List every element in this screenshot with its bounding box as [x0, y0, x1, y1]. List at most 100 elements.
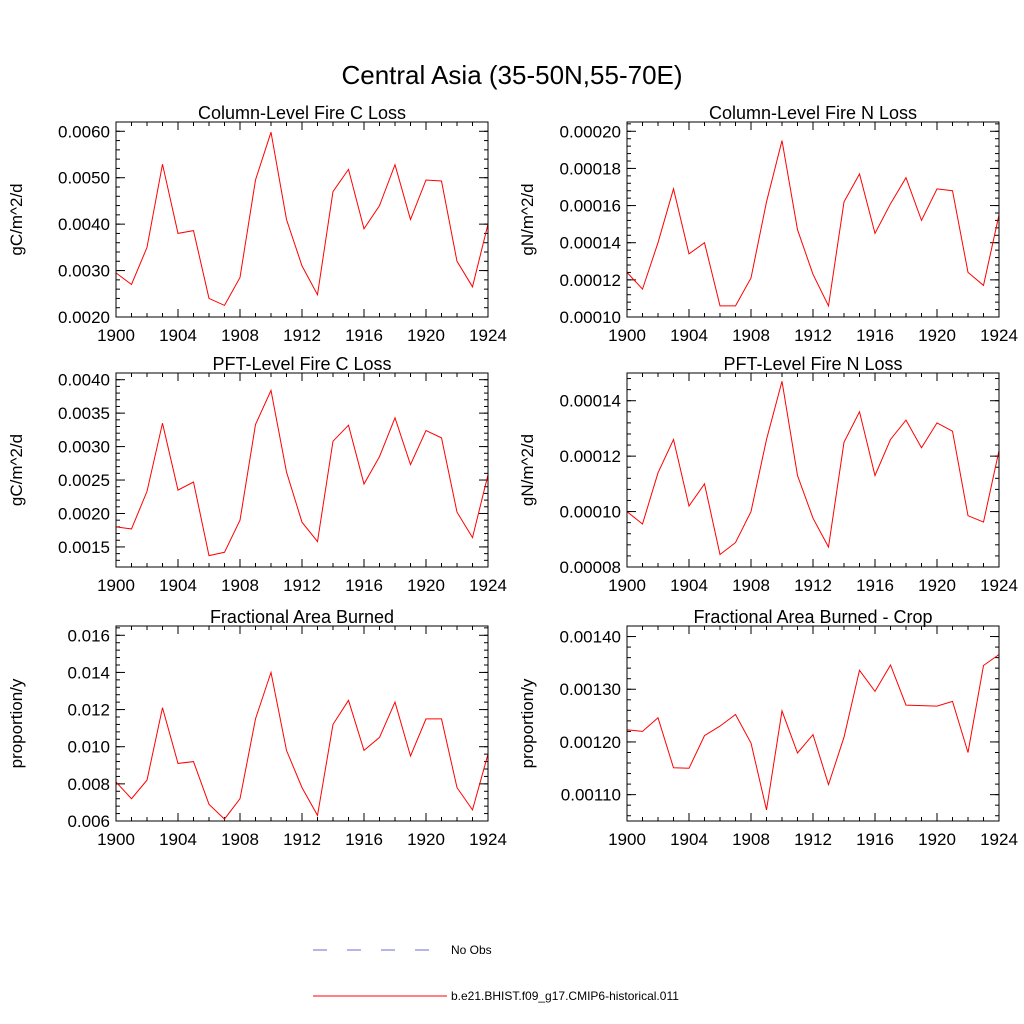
y-tick-label: 0.016 [67, 626, 110, 645]
y-tick-label: 0.0040 [58, 215, 110, 234]
x-tick-label: 1912 [794, 326, 832, 345]
x-tick-label: 1924 [980, 830, 1018, 849]
x-tick-label: 1920 [918, 326, 956, 345]
series-line [115, 132, 489, 307]
x-tick-label: 1916 [856, 326, 894, 345]
y-tick-label: 0.00130 [560, 680, 621, 699]
x-tick-label: 1904 [159, 326, 197, 345]
y-tick-label: 0.0020 [58, 308, 110, 327]
series-line [626, 140, 1000, 308]
x-tick-label: 1916 [345, 830, 383, 849]
y-tick-label: 0.0050 [58, 169, 110, 188]
x-tick-label: 1904 [159, 576, 197, 595]
series-line [115, 388, 489, 557]
x-tick-label: 1912 [283, 326, 321, 345]
x-tick-label: 1916 [856, 576, 894, 595]
plot-frame [115, 372, 489, 568]
x-tick-label: 1900 [97, 576, 135, 595]
x-tick-label: 1920 [407, 326, 445, 345]
y-tick-label: 0.0030 [58, 262, 110, 281]
x-tick-label: 1912 [794, 576, 832, 595]
chart-panel-4: PFT-Level Fire N Loss 1900 1904 1908 1912 191… [518, 354, 1018, 595]
y-tick-label: 0.014 [67, 663, 110, 682]
y-tick-label: 0.00014 [560, 234, 621, 253]
x-tick-label: 1924 [980, 576, 1018, 595]
plot-frame [115, 121, 489, 318]
x-tick-label: 1920 [918, 576, 956, 595]
panel-title: Fractional Area Burned [210, 607, 394, 627]
x-tick-label: 1924 [469, 326, 507, 345]
x-tick-label: 1908 [732, 830, 770, 849]
x-tick-label: 1904 [670, 830, 708, 849]
x-tick-label: 1916 [345, 576, 383, 595]
legend-label: b.e21.BHIST.f09_g17.CMIP6-historical.011 [451, 989, 679, 1003]
y-tick-label: 0.0025 [58, 471, 110, 490]
panel-title: PFT-Level Fire C Loss [212, 354, 391, 374]
plot-frame [626, 121, 1000, 318]
panel-title: Column-Level Fire C Loss [198, 103, 406, 123]
x-tick-label: 1920 [918, 830, 956, 849]
y-tick-label: 0.00018 [560, 159, 621, 178]
x-tick-label: 1908 [732, 576, 770, 595]
y-tick-label: 0.0020 [58, 504, 110, 523]
x-tick-label: 1900 [608, 576, 646, 595]
y-tick-label: 0.010 [67, 738, 110, 757]
y-tick-label: 0.0040 [58, 371, 110, 390]
y-tick-label: 0.012 [67, 701, 110, 720]
x-tick-label: 1900 [608, 326, 646, 345]
x-tick-label: 1908 [221, 830, 259, 849]
y-tick-label: 0.006 [67, 812, 110, 831]
y-tick-label: 0.00120 [560, 733, 621, 752]
series-line [626, 654, 1000, 811]
y-tick-label: 0.00010 [560, 308, 621, 327]
x-tick-label: 1900 [97, 326, 135, 345]
panel-title: Fractional Area Burned - Crop [693, 607, 932, 627]
x-tick-label: 1900 [97, 830, 135, 849]
y-axis-label: gN/m^2/d [518, 434, 537, 506]
chart-panel-3: PFT-Level Fire C Loss 1900 1904 1908 1912 191… [7, 354, 507, 595]
plot-frame [626, 625, 1000, 822]
y-tick-label: 0.0060 [58, 122, 110, 141]
y-axis-label: proportion/y [518, 678, 537, 768]
plot-frame [626, 372, 1000, 568]
plot-frame [115, 625, 489, 822]
y-axis-label: proportion/y [7, 678, 26, 768]
x-tick-label: 1904 [159, 830, 197, 849]
y-tick-label: 0.00140 [560, 628, 621, 647]
chart-panel-6: Fractional Area Burned - Crop 1900 1904 190… [518, 607, 1018, 849]
x-tick-label: 1900 [608, 830, 646, 849]
y-tick-label: 0.008 [67, 775, 110, 794]
series-line [626, 381, 1000, 556]
panel-title: Column-Level Fire N Loss [709, 103, 917, 123]
y-tick-label: 0.00010 [560, 503, 621, 522]
y-axis-label: gC/m^2/d [7, 434, 26, 506]
y-tick-label: 0.00020 [560, 122, 621, 141]
x-tick-label: 1904 [670, 576, 708, 595]
y-tick-label: 0.00012 [560, 447, 621, 466]
y-tick-label: 0.00012 [560, 271, 621, 290]
series-line [115, 670, 489, 820]
x-tick-label: 1908 [732, 326, 770, 345]
x-tick-label: 1924 [469, 830, 507, 849]
x-tick-label: 1904 [670, 326, 708, 345]
x-tick-label: 1924 [980, 326, 1018, 345]
panels: Column-Level Fire C Loss 1900 1904 1908 1912… [7, 103, 1018, 849]
x-tick-label: 1912 [283, 830, 321, 849]
panel-title: PFT-Level Fire N Loss [723, 354, 902, 374]
chart-panel-5: Fractional Area Burned 1900 1904 1908 1912 19… [7, 607, 507, 849]
x-tick-label: 1912 [283, 576, 321, 595]
y-tick-label: 0.0015 [58, 538, 110, 557]
x-tick-label: 1924 [469, 576, 507, 595]
legend-label: No Obs [451, 943, 492, 957]
x-tick-label: 1916 [345, 326, 383, 345]
figure-title: Central Asia (35-50N,55-70E) [341, 60, 682, 90]
x-tick-label: 1912 [794, 830, 832, 849]
x-tick-label: 1908 [221, 326, 259, 345]
y-tick-label: 0.0030 [58, 438, 110, 457]
x-tick-label: 1920 [407, 830, 445, 849]
y-axis-label: gN/m^2/d [518, 183, 537, 255]
chart-panel-1: Column-Level Fire C Loss 1900 1904 1908 1912… [7, 103, 507, 345]
chart-panel-2: Column-Level Fire N Loss 1900 1904 1908 1912… [518, 103, 1018, 345]
y-tick-label: 0.0035 [58, 404, 110, 423]
